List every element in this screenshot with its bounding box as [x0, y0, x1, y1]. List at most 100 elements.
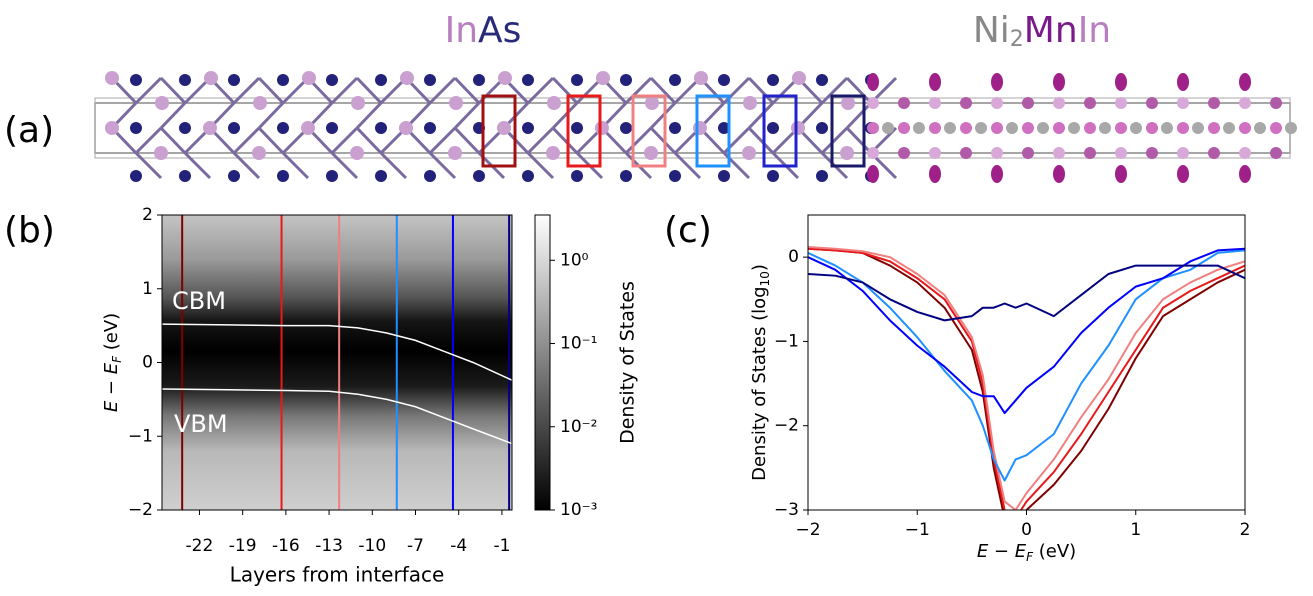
- title-part: Mn: [1024, 10, 1078, 51]
- in-atom: [301, 121, 315, 135]
- y-tick-label: 2: [142, 205, 153, 225]
- panel-label: (b): [4, 210, 55, 251]
- mn-atom: [929, 165, 941, 183]
- as-atom: [816, 170, 828, 182]
- as-atom: [522, 122, 534, 134]
- crystal-structure: [94, 71, 1297, 183]
- as-atom: [277, 170, 289, 182]
- x-tick-label: -10: [358, 536, 386, 556]
- ni-atom: [975, 122, 987, 134]
- bond: [453, 101, 481, 130]
- bond: [624, 76, 653, 105]
- as-atom: [718, 74, 730, 86]
- in-atom: [1239, 97, 1251, 109]
- y-tick-label: 1: [142, 279, 153, 299]
- mn-atom: [991, 165, 1003, 183]
- in-atom: [497, 121, 511, 135]
- as-atom: [718, 170, 730, 182]
- mn-atom: [1115, 73, 1127, 91]
- bond: [649, 76, 677, 105]
- as-atom: [228, 74, 240, 86]
- bond: [526, 126, 555, 155]
- in-atom: [1208, 97, 1220, 109]
- ni-atom: [1099, 122, 1111, 134]
- bond: [330, 126, 359, 155]
- in-atom: [1177, 97, 1189, 109]
- in-atom: [1022, 122, 1034, 134]
- in-atom: [693, 121, 707, 135]
- bond: [428, 76, 457, 105]
- axis-label-part: F: [1026, 550, 1034, 564]
- ni-atom: [1161, 122, 1173, 134]
- axis-label-part: (eV): [101, 313, 122, 356]
- ni-atom: [1037, 122, 1049, 134]
- axis-label-part: 10: [758, 271, 772, 286]
- x-tick-label: -22: [186, 536, 214, 556]
- as-atom: [522, 74, 534, 86]
- title-part: As: [478, 10, 521, 51]
- axis-label-part: E − E: [977, 541, 1027, 562]
- in-atom: [898, 97, 910, 109]
- as-atom: [179, 122, 191, 134]
- bond: [526, 76, 555, 105]
- bond: [453, 76, 481, 105]
- in-atom: [1084, 147, 1096, 159]
- dos-line: [808, 246, 1245, 510]
- in-atom: [792, 71, 806, 85]
- bond: [330, 76, 359, 105]
- as-atom: [620, 170, 632, 182]
- as-atom: [767, 74, 779, 86]
- mn-atom: [1177, 73, 1189, 91]
- in-atom: [1022, 147, 1034, 159]
- bond: [183, 151, 212, 180]
- bond: [257, 101, 285, 130]
- title-part: 2: [1010, 27, 1024, 52]
- y-tick-label: −1: [774, 331, 799, 351]
- mn-atom: [867, 165, 879, 183]
- in-atom: [154, 146, 168, 160]
- as-atom: [620, 74, 632, 86]
- ni-atom: [913, 122, 925, 134]
- in-atom: [596, 71, 610, 85]
- x-tick-label: -7: [407, 536, 424, 556]
- layer-box: [481, 94, 517, 168]
- dos-line: [808, 247, 1245, 510]
- y-tick-label: −1: [128, 426, 153, 446]
- in-atom: [1146, 122, 1158, 134]
- mn-atom: [929, 73, 941, 91]
- panel-label: (a): [4, 110, 54, 151]
- bond: [232, 126, 261, 155]
- as-atom: [326, 74, 338, 86]
- ni-atom: [944, 122, 956, 134]
- in-atom: [1115, 147, 1127, 159]
- as-atom: [718, 122, 730, 134]
- in-atom: [105, 121, 119, 135]
- plot-b: [162, 215, 512, 510]
- in-atom: [1270, 97, 1282, 109]
- panel-label: (c): [664, 210, 712, 251]
- as-atom: [179, 170, 191, 182]
- colorbar-label: Density of States: [617, 281, 639, 444]
- as-atom: [571, 74, 583, 86]
- as-atom: [130, 74, 142, 86]
- dos-line: [808, 249, 1245, 482]
- bond: [845, 126, 873, 155]
- x-tick-label: −2: [795, 520, 820, 540]
- bond: [379, 151, 408, 180]
- in-atom: [1146, 147, 1158, 159]
- x-tick-label: -13: [315, 536, 343, 556]
- in-atom: [400, 71, 414, 85]
- bond: [453, 126, 481, 155]
- in-atom: [841, 96, 855, 110]
- bond: [747, 126, 775, 155]
- as-atom: [424, 170, 436, 182]
- in-atom: [253, 96, 267, 110]
- in-atom: [898, 147, 910, 159]
- in-atom: [204, 71, 218, 85]
- bond: [159, 126, 187, 155]
- ni-atom: [1285, 122, 1297, 134]
- in-atom: [399, 121, 413, 135]
- y-tick-label: 0: [142, 353, 153, 373]
- in-atom: [960, 97, 972, 109]
- as-atom: [767, 122, 779, 134]
